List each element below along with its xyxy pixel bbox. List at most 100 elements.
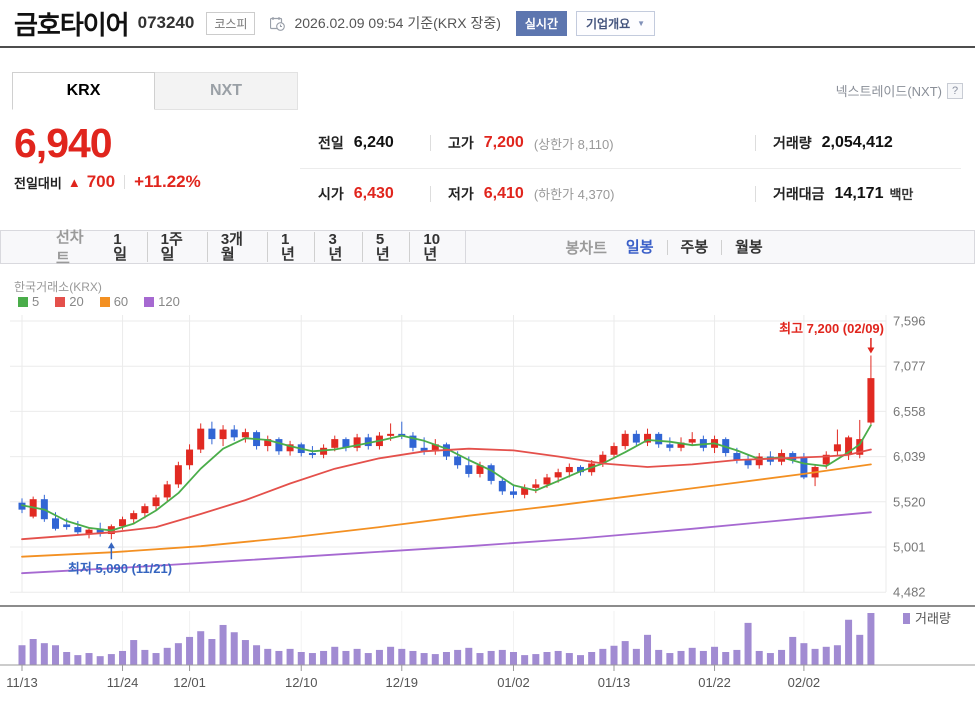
legend-period: 120 — [158, 294, 180, 309]
legend-item: 120 — [144, 294, 180, 309]
svg-text:7,077: 7,077 — [893, 359, 926, 374]
legend-item: 5 — [18, 294, 39, 309]
company-overview-label: 기업개요 — [586, 16, 631, 31]
stat-label: 거래대금 — [773, 185, 825, 202]
legend-swatch-icon — [144, 296, 155, 307]
volume-layer — [0, 613, 975, 666]
period-3m[interactable]: 3개월 — [206, 232, 267, 262]
stat-open: 시가 6,430 — [300, 169, 430, 218]
period-1d[interactable]: 1일 — [113, 231, 128, 263]
stat-label: 시가 — [318, 185, 344, 202]
help-icon[interactable]: ? — [947, 82, 963, 99]
page-header: 금호타이어 073240 코스피 2026.02.09 09:54 기준(KRX… — [0, 0, 975, 46]
legend-item: 60 — [99, 294, 129, 309]
legend-period: 5 — [32, 294, 40, 309]
line-chart-group: 선차트 1일 1주일 3개월 1년 3년 5년 10년 — [1, 229, 465, 267]
candle-chart-group: 봉차트 일봉 주봉 월봉 — [464, 231, 975, 263]
stat-value: 6,410 — [483, 184, 524, 202]
svg-text:최고 7,200 (02/09): 최고 7,200 (02/09) — [779, 321, 884, 336]
current-price: 6,940 — [14, 120, 113, 166]
svg-text:7,596: 7,596 — [893, 314, 926, 329]
svg-text:01/13: 01/13 — [598, 675, 631, 690]
svg-text:4,482: 4,482 — [893, 585, 926, 600]
volume-legend: 거래량 — [903, 611, 951, 626]
stats-row-1: 전일 6,240 고가 7,200 (상한가 8,110) 거래량 2,054,… — [300, 118, 961, 168]
candle-chart-label: 봉차트 — [565, 239, 607, 257]
price-section: 6,940 전일대비 ▲ 700 +11.22% 전일 6,240 고가 7,2… — [0, 110, 975, 218]
change-row: 전일대비 ▲ 700 +11.22% — [14, 172, 300, 192]
stat-label: 거래량 — [773, 135, 812, 151]
svg-text:12/10: 12/10 — [285, 675, 318, 690]
company-overview-button[interactable]: 기업개요 ▼ — [576, 10, 656, 36]
svg-text:11/13: 11/13 — [6, 675, 38, 690]
annotations-layer: 최고 7,200 (02/09) 최저 5,090 (11/21) — [68, 321, 884, 576]
x-axis-labels: 11/13 11/24 12/01 12/10 12/19 01/02 01/13 01/22… — [6, 665, 820, 690]
nxt-info-label: 넥스트레이드(NXT) — [835, 84, 942, 99]
legend-swatch-icon — [99, 296, 110, 307]
svg-text:6,558: 6,558 — [893, 404, 926, 419]
change-divider — [124, 175, 126, 189]
svg-text:5,001: 5,001 — [893, 540, 926, 555]
stat-value: 2,054,412 — [821, 134, 893, 151]
svg-text:5,520: 5,520 — [893, 494, 926, 509]
stock-chart-svg: 7,596 7,077 6,558 6,039 5,520 5,001 4,482 11/13… — [0, 314, 975, 690]
stat-label: 저가 — [448, 185, 474, 202]
chart-section: 한국거래소(KRX) 5 20 60 120 7,596 7,077 6,558 6,039… — [0, 264, 975, 711]
line-chart-label: 선차트 — [56, 229, 84, 267]
legend-period: 20 — [69, 294, 84, 309]
svg-text:12/01: 12/01 — [173, 675, 206, 690]
change-label: 전일대비 — [14, 175, 62, 191]
legend-swatch-icon — [55, 296, 66, 307]
svg-text:02/02: 02/02 — [788, 675, 821, 690]
svg-text:최저 5,090 (11/21): 최저 5,090 (11/21) — [68, 561, 172, 576]
change-percent: +11.22% — [134, 172, 201, 191]
stat-value: 6,240 — [353, 134, 394, 151]
stats-row-2: 시가 6,430 저가 6,410 (하한가 4,370) 거래대금 14,17… — [300, 168, 961, 218]
svg-text:12/19: 12/19 — [386, 675, 419, 690]
legend-swatch-icon — [18, 296, 28, 307]
legend-period: 60 — [113, 294, 129, 309]
candle-weekly[interactable]: 주봉 — [666, 239, 722, 255]
ma-lines-layer — [21, 424, 872, 575]
stat-prev-close: 전일 6,240 — [300, 118, 430, 168]
change-value: 700 — [86, 172, 116, 191]
candles-layer — [18, 355, 875, 540]
stats-table: 전일 6,240 고가 7,200 (상한가 8,110) 거래량 2,054,… — [300, 118, 961, 218]
period-1w[interactable]: 1주일 — [146, 232, 207, 262]
quote-datetime: 2026.02.09 09:54 기준(KRX 장중) — [294, 15, 501, 31]
stat-value: 14,171 — [834, 184, 884, 202]
stat-value: 6,430 — [353, 184, 394, 202]
grid-layer — [10, 315, 887, 663]
stat-label: 전일 — [318, 135, 344, 151]
stat-low: 저가 6,410 (하한가 4,370) — [430, 169, 755, 218]
stat-extra: (상한가 8,110) — [533, 136, 614, 152]
period-10y[interactable]: 10년 — [409, 232, 464, 262]
svg-text:6,039: 6,039 — [893, 449, 926, 464]
tab-krx[interactable]: KRX — [12, 72, 155, 110]
ma-legend: 5 20 60 120 — [18, 294, 180, 309]
svg-text:11/24: 11/24 — [107, 675, 139, 690]
period-3y[interactable]: 3년 — [314, 232, 361, 262]
tab-nxt[interactable]: NXT — [155, 72, 298, 110]
current-price-block: 6,940 전일대비 ▲ 700 +11.22% — [14, 118, 300, 218]
candle-monthly[interactable]: 월봉 — [721, 239, 776, 255]
chart-toolbar: 선차트 1일 1주일 3개월 1년 3년 5년 10년 봉차트 일봉 주봉 월봉 — [0, 229, 975, 267]
realtime-badge[interactable]: 실시간 — [515, 10, 567, 36]
svg-text:01/22: 01/22 — [698, 675, 731, 690]
period-5y[interactable]: 5년 — [361, 232, 409, 262]
stat-volume: 거래량 2,054,412 — [755, 118, 961, 168]
stat-high: 고가 7,200 (상한가 8,110) — [430, 118, 755, 168]
clock-icon — [270, 16, 286, 31]
stock-code: 073240 — [137, 13, 195, 32]
exchange-label: 한국거래소(KRX) — [14, 280, 102, 294]
svg-text:01/02: 01/02 — [497, 675, 530, 690]
stat-label: 고가 — [448, 135, 474, 151]
candle-daily[interactable]: 일봉 — [625, 238, 654, 256]
market-badge: 코스피 — [206, 11, 256, 35]
header-divider — [0, 46, 975, 48]
stat-extra: (하한가 4,370) — [533, 187, 615, 202]
stat-unit: 백만 — [889, 187, 914, 202]
stat-value: 7,200 — [483, 134, 524, 151]
period-1y[interactable]: 1년 — [267, 232, 314, 262]
